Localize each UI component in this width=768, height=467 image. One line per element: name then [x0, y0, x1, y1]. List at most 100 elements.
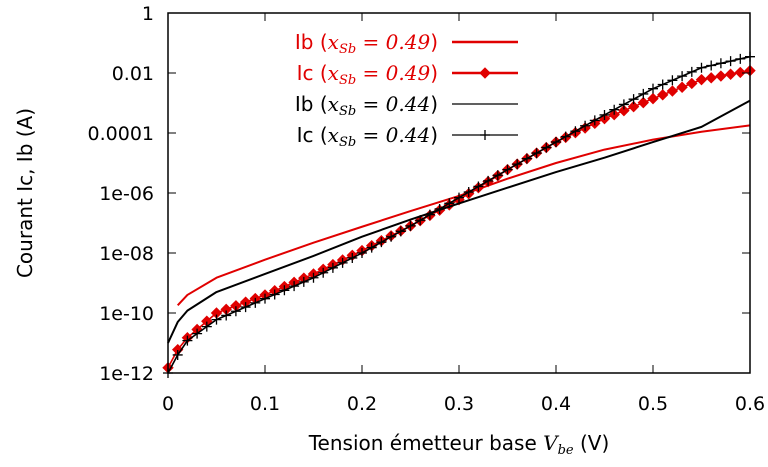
legend-label-sub: Sb — [339, 73, 356, 88]
x-axis-title-unit: (V) — [574, 431, 610, 455]
marker-plus — [444, 198, 455, 209]
legend-label: Ic (xSb = 0.44) — [297, 123, 438, 150]
legend-label-param: x — [328, 30, 339, 54]
ticks-layer: 0 0.1 0.2 0.3 0.4 0.5 0.6 1e-12 1e-10 1e-08 1e-06 0… — [88, 3, 766, 415]
marker-plus — [560, 131, 571, 142]
marker-plus — [269, 289, 280, 300]
marker-plus — [327, 262, 338, 273]
marker-plus — [298, 276, 309, 287]
legend-label-close: ) — [430, 61, 438, 85]
marker-plus — [580, 120, 591, 131]
marker-diamond — [479, 67, 491, 79]
legend-label-sub: Sb — [339, 104, 356, 119]
legend-label: Ic (xSb = 0.49) — [297, 61, 438, 88]
legend-label-name: Ib ( — [295, 30, 328, 54]
marker-plus — [230, 306, 241, 317]
marker-diamond — [724, 68, 737, 80]
series-line — [167, 69, 751, 369]
marker-plus — [415, 215, 426, 226]
marker-plus — [250, 297, 261, 308]
marker-plus — [735, 53, 746, 64]
x-axis-title: Tension émetteur base Vbe (V) — [308, 431, 610, 458]
legend-label-value: = 0.49 — [356, 61, 430, 85]
series-line — [176, 124, 751, 307]
x-tick-label: 0.2 — [347, 393, 377, 415]
x-tick-label: 0.4 — [541, 393, 571, 415]
marker-diamond — [637, 96, 650, 109]
legend-label: Ib (xSb = 0.44) — [295, 92, 438, 119]
marker-plus — [424, 209, 435, 220]
marker-plus — [599, 109, 610, 120]
series-ib-049 — [176, 124, 751, 307]
marker-diamond — [715, 70, 727, 82]
marker-plus — [480, 130, 490, 140]
marker-plus — [686, 66, 697, 77]
marker-plus — [715, 58, 726, 69]
x-tick-label: 0.6 — [735, 393, 765, 415]
marker-diamond — [627, 100, 640, 113]
y-tick-label: 0.0001 — [88, 123, 154, 145]
marker-diamond — [686, 77, 698, 90]
legend-label-value: = 0.44 — [356, 92, 430, 116]
marker-diamond — [647, 92, 659, 105]
marker-plus — [395, 226, 406, 237]
legend-label-name: Ib ( — [295, 92, 328, 116]
marker-plus — [512, 159, 523, 170]
y-axis-title: Courant Ic, Ib (A) — [13, 108, 37, 278]
legend-label-close: ) — [430, 30, 438, 54]
marker-plus — [221, 310, 232, 321]
legend-label-param: x — [328, 61, 339, 85]
marker-diamond — [695, 73, 708, 86]
legend: Ib (xSb = 0.49)Ic (xSb = 0.49)Ib (xSb = … — [295, 30, 518, 150]
marker-diamond — [656, 89, 669, 101]
marker-plus — [609, 104, 620, 115]
marker-plus — [172, 349, 183, 360]
marker-plus — [357, 248, 367, 258]
marker-plus — [657, 79, 668, 90]
marker-plus — [492, 170, 503, 181]
marker-plus — [618, 99, 629, 110]
marker-plus — [289, 281, 300, 292]
marker-plus — [318, 267, 329, 278]
marker-plus — [570, 126, 581, 137]
x-tick-label: 0 — [162, 393, 174, 415]
marker-plus — [677, 71, 688, 82]
legend-label-value: = 0.44 — [356, 123, 430, 147]
marker-plus — [192, 328, 203, 339]
y-tick-label: 1e-06 — [99, 183, 154, 205]
legend-label-close: ) — [430, 92, 438, 116]
legend-label-sub: Sb — [339, 42, 356, 57]
marker-plus — [463, 187, 474, 198]
series-ic-049 — [162, 64, 756, 374]
marker-plus — [201, 321, 212, 332]
marker-plus — [454, 192, 464, 203]
marker-plus — [638, 88, 649, 99]
marker-plus — [628, 94, 639, 105]
marker-plus — [337, 257, 348, 268]
marker-plus — [667, 75, 678, 86]
series-line — [167, 99, 751, 344]
marker-plus — [541, 142, 552, 153]
y-tick-label: 1e-08 — [99, 243, 154, 265]
legend-label-sub: Sb — [339, 135, 356, 150]
marker-diamond — [705, 72, 717, 84]
legend-label-name: Ic ( — [297, 123, 328, 147]
marker-plus — [347, 252, 358, 263]
x-tick-label: 0.3 — [444, 393, 474, 415]
y-tick-label: 1 — [142, 3, 154, 25]
series-layer — [162, 51, 756, 378]
legend-label: Ib (xSb = 0.49) — [295, 30, 438, 57]
marker-plus — [531, 148, 542, 159]
x-axis-title-text: Tension émetteur base — [308, 431, 543, 455]
marker-plus — [308, 272, 319, 283]
marker-plus — [211, 314, 222, 325]
marker-plus — [648, 83, 658, 94]
x-tick-label: 0.1 — [250, 393, 280, 415]
x-tick-label: 0.5 — [638, 393, 668, 415]
marker-plus — [706, 60, 717, 71]
legend-label-param: x — [328, 92, 339, 116]
marker-plus — [182, 335, 193, 346]
marker-plus — [279, 285, 290, 296]
marker-plus — [240, 302, 251, 313]
marker-diamond — [618, 104, 630, 117]
